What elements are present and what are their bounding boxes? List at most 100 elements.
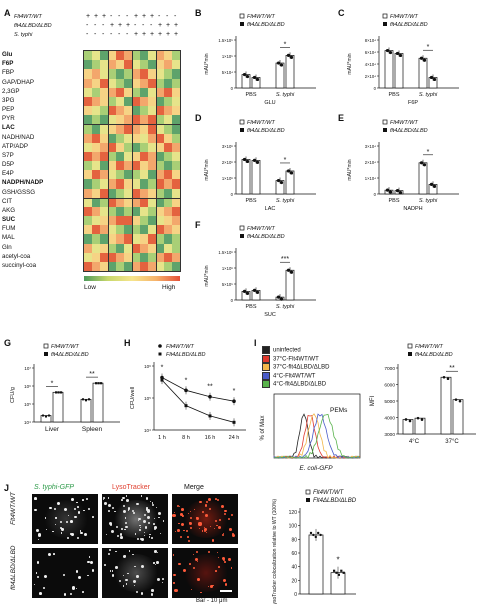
- legend-wt: Flt4WT/WT: [390, 120, 418, 126]
- heatmap-cell: [124, 161, 133, 171]
- fluorescent-spot: [218, 525, 222, 529]
- fluorescent-spot: [145, 508, 149, 511]
- y-axis-label: % of Max: [260, 415, 266, 440]
- heatmap-cell: [156, 170, 165, 180]
- heatmap-cell: [92, 179, 101, 189]
- heatmap-cell: [92, 216, 101, 226]
- heatmap-cell: [92, 261, 101, 272]
- fluorescent-spot: [63, 593, 66, 596]
- data-point: [208, 414, 212, 418]
- heatmap-cell: [116, 124, 125, 134]
- condition-mark: -: [118, 13, 121, 20]
- metabolite-label: NADH/NAD: [2, 133, 35, 141]
- fluorescent-spot: [109, 521, 113, 525]
- fluorescent-spot: [222, 533, 224, 536]
- fluorescent-spot: [174, 588, 178, 592]
- fluorescent-spot: [71, 533, 75, 536]
- y-axis-label: mAU*min: [347, 159, 353, 180]
- legend-wt: Flt4WT/WT: [166, 344, 194, 350]
- heatmap-cell: [156, 142, 165, 153]
- fluorescent-spot: [82, 590, 85, 593]
- legend-marker-wt: [239, 225, 245, 231]
- annotation-label: PEMs: [330, 407, 348, 414]
- fluorescent-spot: [103, 502, 107, 506]
- heatmap-cell: [108, 78, 117, 88]
- sig-marker: *: [427, 44, 430, 51]
- data-point: [286, 268, 291, 272]
- data-point: [276, 178, 281, 183]
- heatmap-cell: [92, 197, 101, 208]
- heatmap-cell: [172, 197, 181, 208]
- fluorescent-spot: [122, 585, 125, 587]
- heatmap-cell: [132, 188, 141, 198]
- fluorescent-spot: [115, 565, 119, 569]
- y-tick-label: 10⁴: [144, 428, 151, 433]
- bar: [92, 382, 104, 423]
- condition-mark: -: [94, 22, 97, 29]
- data-point: [333, 569, 336, 572]
- heatmap-cell: [92, 252, 101, 263]
- heatmap-cell: [116, 188, 125, 198]
- heatmap-cell: [172, 234, 181, 244]
- heatmap-cell: [172, 69, 181, 79]
- fluorescent-spot: [178, 522, 180, 524]
- fluorescent-spot: [150, 500, 152, 503]
- heatmap-cell: [108, 206, 117, 217]
- data-point: [422, 58, 427, 62]
- image-gfp-mut: [32, 548, 98, 598]
- fluorescent-spot: [124, 522, 127, 525]
- heatmap-cell: [140, 188, 149, 198]
- fluorescent-spot: [42, 586, 45, 590]
- heatmap-cell: [124, 124, 133, 134]
- heatmap-cell: [148, 133, 157, 143]
- heatmap-cell: [156, 69, 165, 79]
- metabolite-label: CIT: [2, 197, 12, 205]
- heatmap-cell: [100, 197, 109, 208]
- bar: [418, 162, 428, 195]
- fluorescent-spot: [74, 515, 77, 519]
- fluorescent-spot: [181, 516, 184, 518]
- col-header-gfp: S. typhi-GFP: [34, 484, 75, 491]
- heatmap-cell: [172, 151, 181, 162]
- data-point: [55, 391, 58, 394]
- heatmap-cell: [84, 170, 93, 180]
- y-tick-label: 0: [294, 592, 297, 598]
- heatmap-cell: [124, 243, 133, 253]
- fluorescent-spot: [49, 507, 52, 510]
- heatmap-cell: [140, 115, 149, 125]
- fluorescent-spot: [219, 518, 222, 521]
- heatmap-cell: [148, 51, 157, 61]
- header-row-typhi: S. typhi: [14, 32, 33, 38]
- fluorescent-spot: [204, 503, 208, 507]
- heatmap-cell: [140, 151, 149, 162]
- data-point: [446, 377, 450, 381]
- heatmap-cell: [108, 60, 117, 70]
- data-point: [419, 161, 424, 165]
- fluorescent-spot: [157, 512, 161, 516]
- data-point: [279, 180, 284, 185]
- heatmap-cell: [92, 161, 101, 171]
- condition-mark: -: [86, 22, 89, 29]
- fluorescent-spot: [72, 586, 76, 590]
- image-merge-wt: [172, 494, 238, 544]
- fluorescent-spot: [111, 529, 115, 533]
- sig-marker: *: [427, 149, 430, 156]
- y-axis-label: mAU*min: [204, 53, 210, 74]
- fluorescent-spot: [147, 509, 151, 513]
- heatmap-cell: [172, 188, 181, 198]
- heatmap-cell: [100, 124, 109, 134]
- heatmap-cell: [116, 234, 125, 244]
- panel-label-g: G: [4, 338, 12, 348]
- condition-mark: -: [134, 22, 137, 29]
- heatmap-cell: [116, 252, 125, 263]
- condition-mark: +: [94, 13, 99, 20]
- fluorescent-spot: [54, 523, 56, 526]
- fluorescent-spot: [196, 560, 198, 562]
- condition-mark: -: [94, 31, 97, 38]
- heatmap-cell: [108, 234, 117, 244]
- data-point: [276, 295, 281, 299]
- y-axis-label: LysoTracker colocalization relative to W…: [272, 499, 278, 604]
- legend-mut: flt4ΔLBD/ΔLBD: [51, 352, 89, 358]
- heatmap-cell: [84, 96, 93, 107]
- legend-wt: Flt4WT/WT: [247, 14, 275, 20]
